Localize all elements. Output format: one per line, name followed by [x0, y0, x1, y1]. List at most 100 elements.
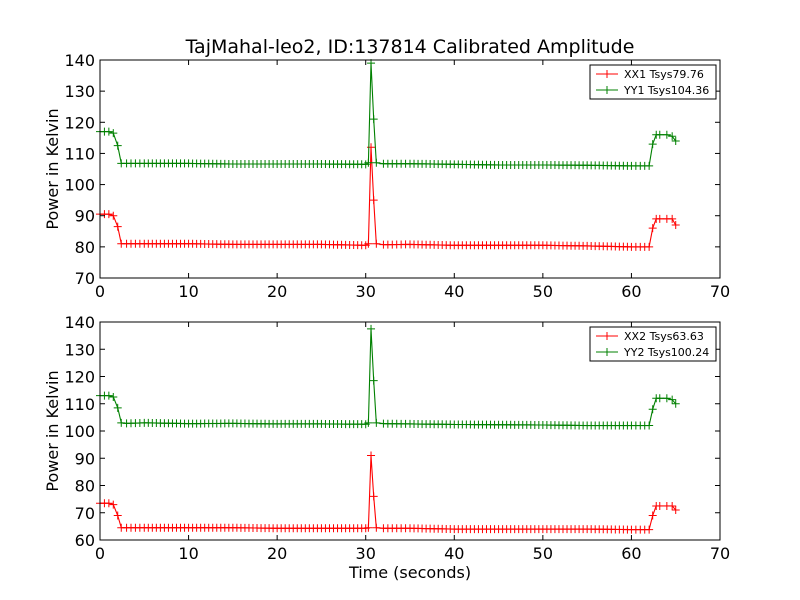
x-tick-label: 60 — [621, 544, 641, 563]
x-tick-label: 20 — [267, 282, 287, 301]
data-point — [655, 214, 664, 223]
legend: XX2 Tsys63.63 YY2 Tsys100.24 — [589, 326, 717, 362]
data-point — [372, 239, 381, 248]
data-point — [364, 158, 373, 167]
series-1 — [96, 143, 680, 251]
data-point — [104, 210, 113, 219]
y-axis-label: Power in Kelvin — [43, 108, 62, 229]
legend-entry: XX2 Tsys63.63 — [624, 330, 704, 343]
figure-title: TajMahal-leo2, ID:137814 Calibrated Ampl… — [185, 36, 635, 58]
data-point — [369, 376, 378, 385]
y-tick-label: 60 — [75, 531, 95, 550]
data-point — [364, 523, 373, 532]
subplot-2: 0 10 20 30 40 50 60 70 60 70 80 90 100 110 120 130 140 Po… — [43, 313, 730, 582]
data-point — [655, 394, 664, 403]
legend-marker — [603, 86, 611, 94]
x-axis-label: Time (seconds) — [348, 563, 471, 582]
x-tick-label: 30 — [356, 544, 376, 563]
data-point — [113, 403, 122, 412]
y-tick-label: 100 — [64, 176, 95, 195]
data-point — [662, 130, 671, 139]
x-tick-label: 10 — [178, 282, 198, 301]
x-tick-label: 0 — [95, 282, 105, 301]
y-tick-label: 70 — [75, 269, 95, 288]
data-point — [109, 500, 118, 509]
y-tick-label: 90 — [75, 449, 95, 468]
data-point — [671, 221, 680, 230]
data-point — [372, 158, 381, 167]
data-point — [109, 211, 118, 220]
data-point — [364, 239, 373, 248]
data-point — [109, 392, 118, 401]
series-2 — [96, 324, 680, 430]
legend-entry: YY2 Tsys100.24 — [623, 346, 709, 359]
data-point — [113, 511, 122, 520]
x-tick-label: 70 — [710, 282, 730, 301]
data-point — [104, 499, 113, 508]
y-tick-label: 140 — [64, 313, 95, 332]
data-point — [364, 418, 373, 427]
legend: XX1 Tsys79.76 YY1 Tsys104.36 — [589, 64, 717, 100]
data-point — [369, 196, 378, 205]
y-tick-label: 120 — [64, 368, 95, 387]
x-tick-label: 70 — [710, 544, 730, 563]
y-tick-label: 80 — [75, 238, 95, 257]
data-point — [645, 161, 654, 170]
data-point — [668, 501, 677, 510]
data-point — [648, 511, 657, 520]
data-point — [369, 492, 378, 501]
data-point — [645, 525, 654, 534]
data-point — [655, 501, 664, 510]
y-axis-label: Power in Kelvin — [43, 370, 62, 491]
data-point — [662, 394, 671, 403]
y-tick-label: 70 — [75, 504, 95, 523]
y-tick-label: 90 — [75, 207, 95, 226]
data-point — [113, 222, 122, 231]
y-tick-label: 100 — [64, 422, 95, 441]
data-point — [104, 127, 113, 136]
x-tick-label: 0 — [95, 544, 105, 563]
data-point — [117, 418, 126, 427]
y-tick-label: 110 — [64, 395, 95, 414]
subplot-1: 0 10 20 30 40 50 60 70 70 80 90 100 110 120 130 140 Powe… — [43, 51, 730, 301]
y-tick-label: 140 — [64, 51, 95, 70]
data-point — [671, 136, 680, 145]
legend-marker — [603, 332, 611, 340]
data-point — [645, 242, 654, 251]
legend-box — [589, 64, 717, 100]
x-tick-label: 10 — [178, 544, 198, 563]
x-tick-label: 20 — [267, 544, 287, 563]
legend-marker — [603, 70, 611, 78]
series-2 — [96, 59, 680, 170]
data-point — [645, 421, 654, 430]
data-point — [668, 214, 677, 223]
data-point — [113, 141, 122, 150]
legend-entry: XX1 Tsys79.76 — [624, 68, 704, 81]
data-point — [369, 115, 378, 124]
y-tick-label: 130 — [64, 82, 95, 101]
data-point — [367, 451, 376, 460]
series-1 — [96, 451, 680, 534]
legend-marker — [603, 348, 611, 356]
axes-frame — [99, 59, 721, 279]
data-point — [671, 506, 680, 515]
x-tick-label: 30 — [356, 282, 376, 301]
x-tick-label: 60 — [621, 282, 641, 301]
y-tick-label: 80 — [75, 477, 95, 496]
x-tick-label: 50 — [533, 282, 553, 301]
x-tick-label: 50 — [533, 544, 553, 563]
data-point — [648, 140, 657, 149]
data-point — [109, 129, 118, 138]
data-point — [655, 130, 664, 139]
data-point — [104, 391, 113, 400]
legend-entry: YY1 Tsys104.36 — [623, 84, 709, 97]
data-point — [372, 523, 381, 532]
x-tick-label: 40 — [444, 544, 464, 563]
data-point — [671, 399, 680, 408]
y-tick-label: 110 — [64, 144, 95, 163]
legend-box — [589, 326, 717, 362]
data-point — [372, 418, 381, 427]
y-tick-label: 130 — [64, 340, 95, 359]
